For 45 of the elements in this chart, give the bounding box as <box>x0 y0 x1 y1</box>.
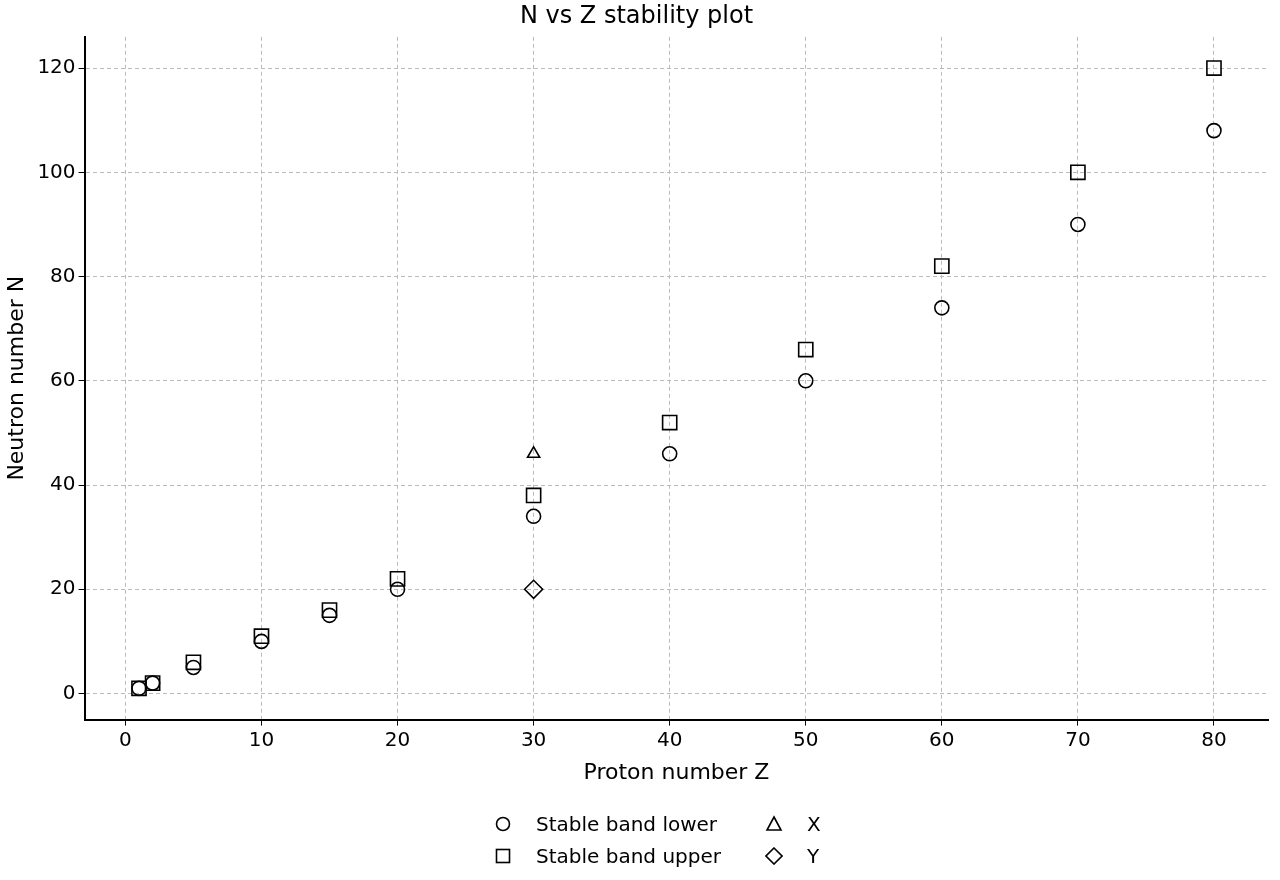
point <box>1206 60 1222 76</box>
point <box>525 508 542 525</box>
x-tick-label: 30 <box>520 726 547 751</box>
chart-title: N vs Z stability plot <box>519 0 754 29</box>
y-tick-label: 0 <box>62 679 76 704</box>
point <box>797 373 814 389</box>
point <box>797 341 814 358</box>
x-tick-label: 20 <box>384 726 411 751</box>
point <box>389 571 406 587</box>
legend-label: Y <box>806 844 820 868</box>
y-tick-label: 20 <box>50 575 76 600</box>
point <box>526 445 541 459</box>
legend-label: Stable band lower <box>536 812 718 836</box>
y-tick-label: 80 <box>50 262 76 287</box>
point <box>933 258 950 275</box>
point <box>523 579 544 600</box>
point <box>661 445 678 462</box>
y-tick-label: 60 <box>50 367 76 392</box>
x-axis-title: Proton number Z <box>583 758 770 784</box>
x-tick-label: 10 <box>248 726 275 751</box>
x-tick-label: 0 <box>119 726 132 751</box>
point <box>934 300 950 316</box>
x-tick-label: 40 <box>656 726 683 751</box>
x-tick-label: 80 <box>1201 726 1227 751</box>
point <box>253 628 270 645</box>
legend-label: X <box>806 812 821 836</box>
point <box>661 414 678 431</box>
y-axis-title: Neutron number N <box>2 275 28 481</box>
point <box>321 602 338 619</box>
x-tick-label: 50 <box>793 726 819 751</box>
point <box>1206 122 1222 139</box>
point <box>1070 164 1086 181</box>
y-tick-label: 120 <box>37 54 76 79</box>
point <box>321 607 338 624</box>
point <box>185 654 202 671</box>
point <box>525 487 542 504</box>
point <box>253 633 270 650</box>
y-tick-label: 100 <box>37 158 76 183</box>
y-tick-label: 40 <box>50 471 76 496</box>
legend-label: Stable band upper <box>536 844 721 868</box>
x-tick-label: 60 <box>929 726 955 751</box>
point <box>185 659 202 676</box>
point <box>1070 216 1086 233</box>
x-tick-label: 70 <box>1065 726 1091 751</box>
point <box>389 581 406 598</box>
